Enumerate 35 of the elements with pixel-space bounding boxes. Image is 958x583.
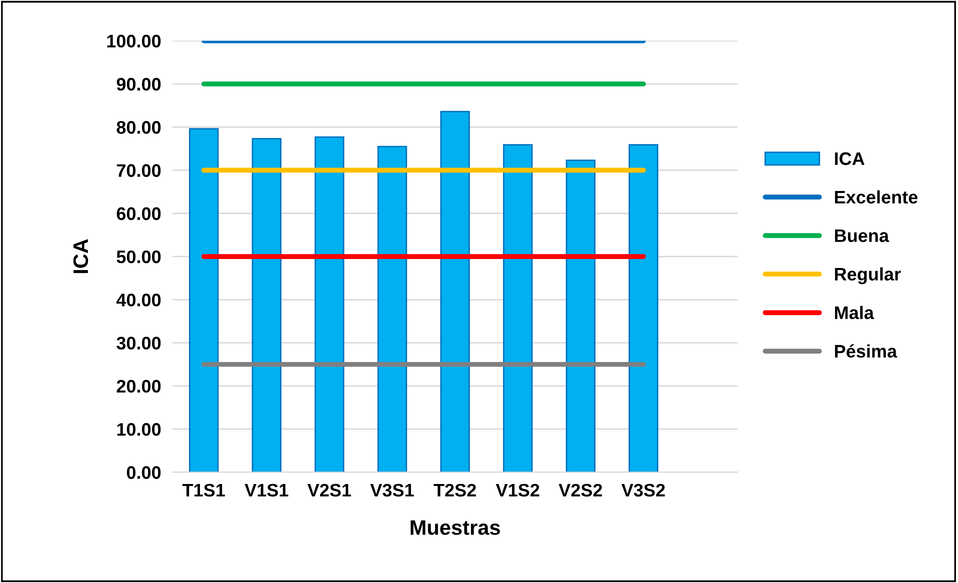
bar bbox=[566, 160, 596, 472]
x-tick-label: T1S1 bbox=[182, 484, 225, 497]
x-tick-label: V1S1 bbox=[244, 484, 288, 497]
x-tick-label: V2S2 bbox=[558, 484, 602, 497]
y-tick-label: 20.00 bbox=[116, 380, 161, 393]
y-tick-label: 10.00 bbox=[117, 423, 161, 436]
y-tick-label: 60.00 bbox=[116, 207, 161, 220]
x-tick-label: V3S2 bbox=[621, 484, 665, 497]
bar bbox=[252, 138, 282, 472]
y-tick-label: 30.00 bbox=[116, 336, 161, 350]
legend-label: Regular bbox=[835, 267, 901, 284]
y-tick-label: 70.00 bbox=[116, 164, 161, 177]
x-tick-label: V3S1 bbox=[370, 484, 414, 497]
legend-label: Mala bbox=[835, 306, 874, 320]
bar bbox=[189, 128, 219, 472]
legend-label: ICA bbox=[835, 152, 864, 166]
y-tick-label: 100.00 bbox=[107, 34, 161, 48]
bar bbox=[628, 144, 658, 472]
legend-label: Excelente bbox=[835, 190, 918, 204]
y-tick-label: 40.00 bbox=[116, 294, 161, 306]
y-tick-label: 0.00 bbox=[126, 466, 161, 479]
x-tick-label: V1S2 bbox=[496, 484, 540, 497]
y-tick-label: 80.00 bbox=[116, 121, 161, 134]
bar bbox=[377, 146, 408, 472]
y-tick-label: 50.00 bbox=[116, 250, 161, 264]
x-axis-title: Muestras bbox=[410, 520, 500, 535]
y-tick-label: 90.00 bbox=[116, 78, 161, 91]
legend-label: Pésima bbox=[835, 344, 898, 358]
bar bbox=[440, 110, 470, 472]
y-axis-title: ICA bbox=[73, 239, 88, 274]
bar bbox=[314, 136, 344, 472]
bar bbox=[503, 144, 533, 472]
x-tick-label: T2S2 bbox=[434, 484, 476, 497]
legend-label: Buena bbox=[835, 229, 890, 242]
x-tick-label: V2S1 bbox=[307, 484, 352, 497]
